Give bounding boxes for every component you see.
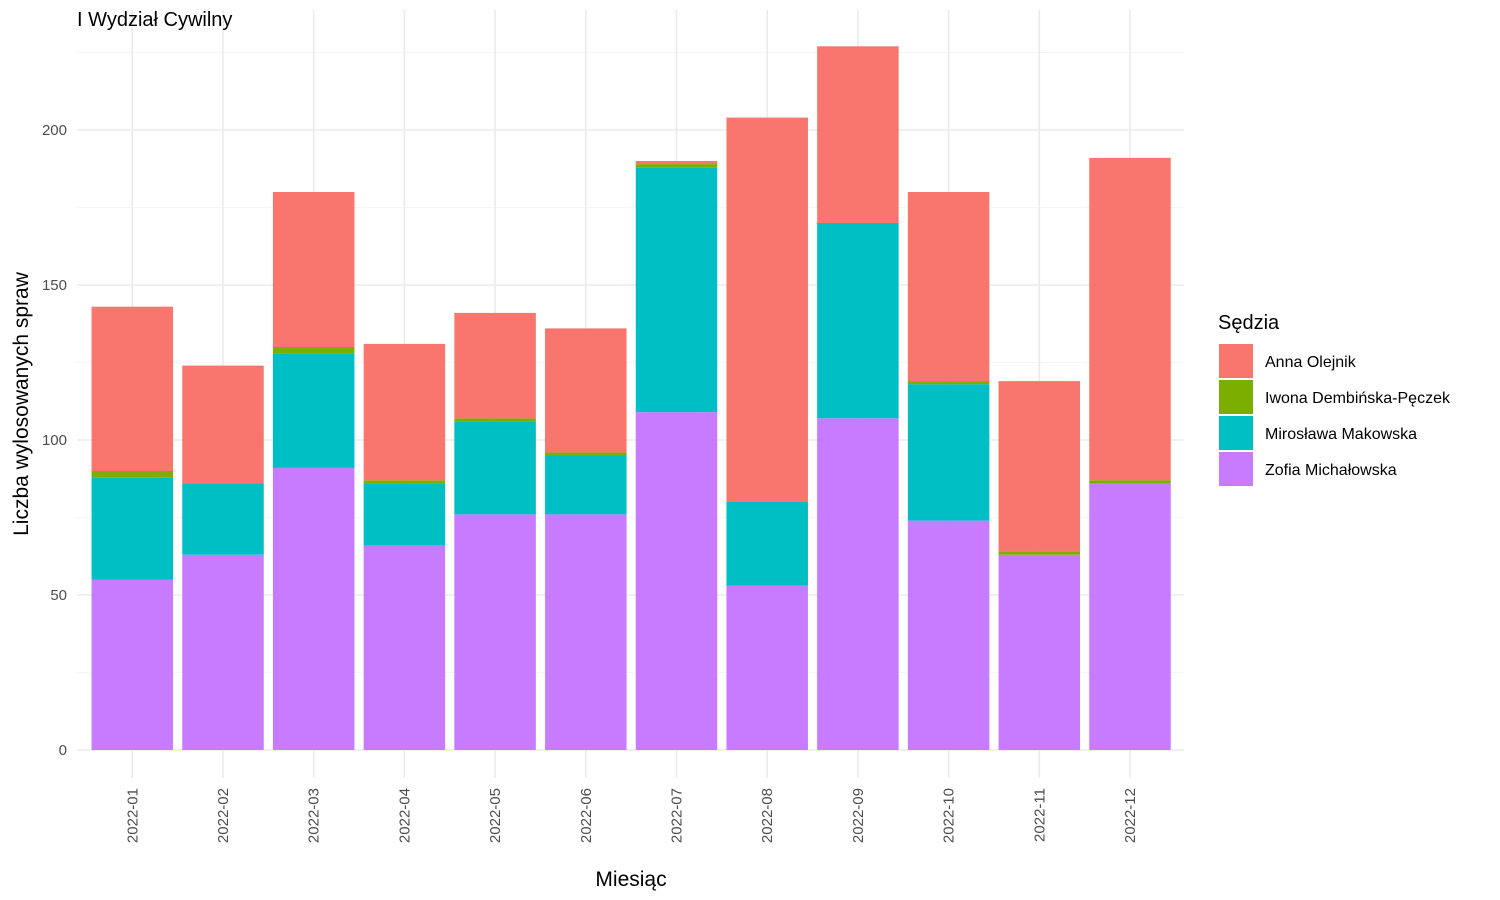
bar-segment — [998, 551, 1081, 555]
bar-segment — [272, 467, 355, 750]
y-tick-label: 150 — [42, 277, 67, 294]
bar-segment — [907, 384, 990, 521]
bar-segment — [454, 312, 536, 419]
y-axis: 0 50 100 150 200 — [42, 122, 67, 759]
legend-key — [1219, 416, 1253, 450]
x-tick-label: 2022-01 — [124, 788, 141, 843]
bar-segment — [1089, 157, 1171, 481]
x-tick-label: 2022-04 — [396, 788, 413, 843]
bar-segment — [363, 480, 446, 484]
bar-segment — [454, 514, 536, 750]
bar-segment — [998, 381, 1081, 552]
legend-label: Zofia Michałowska — [1265, 462, 1397, 479]
bar-segment — [907, 520, 990, 750]
bar-segment — [635, 167, 718, 413]
legend-key — [1219, 344, 1253, 378]
bar-segment — [182, 365, 264, 484]
legend-key — [1219, 452, 1253, 486]
bar-segment — [182, 554, 264, 750]
bar-segment — [545, 514, 627, 750]
bar-segment — [1089, 483, 1171, 750]
legend-title: Sędzia — [1218, 312, 1280, 334]
bar-segment — [272, 347, 355, 354]
bar-segment — [817, 46, 899, 223]
x-tick-label: 2022-08 — [759, 788, 776, 843]
y-tick-label: 200 — [42, 122, 67, 139]
bar-segment — [635, 164, 718, 168]
bar-segment — [726, 585, 808, 750]
bar-segment — [272, 353, 355, 468]
x-tick-label: 2022-12 — [1122, 788, 1139, 843]
bar-segment — [91, 471, 174, 478]
bar-segment — [635, 412, 718, 750]
bar-segment — [635, 161, 718, 165]
x-axis-title: Miesiąc — [595, 868, 666, 891]
y-axis-title: Liczba wylosowanych spraw — [10, 271, 33, 536]
bar-segment — [91, 579, 174, 750]
legend-label: Mirosława Makowska — [1265, 426, 1417, 443]
bar-segment — [545, 455, 627, 515]
x-tick-label: 2022-06 — [578, 788, 595, 843]
bar-segment — [907, 381, 990, 385]
y-tick-label: 100 — [42, 432, 67, 449]
x-tick-label: 2022-10 — [941, 788, 958, 843]
bar-segment — [272, 192, 355, 347]
bar-segment — [454, 421, 536, 515]
bar-segment — [998, 554, 1081, 750]
bar-segment — [726, 117, 808, 502]
legend: Sędzia Anna Olejnik Iwona Dembińska-Pęcze… — [1218, 312, 1451, 486]
bar-segment — [363, 483, 446, 546]
bar-segment — [726, 502, 808, 586]
x-tick-label: 2022-07 — [669, 788, 686, 843]
bar-segment — [545, 452, 627, 456]
bar-segment — [363, 545, 446, 750]
x-tick-label: 2022-05 — [487, 788, 504, 843]
chart-title: I Wydział Cywilny — [77, 9, 232, 31]
bar-segment — [817, 223, 899, 419]
x-tick-label: 2022-09 — [850, 788, 867, 843]
x-axis: 2022-01 2022-02 2022-03 2022-04 2022-05 2022-… — [124, 788, 1139, 843]
bar-segment — [363, 343, 446, 481]
bar-segment — [91, 306, 174, 471]
legend-label: Anna Olejnik — [1265, 354, 1357, 371]
y-tick-label: 50 — [50, 587, 67, 604]
x-tick-label: 2022-02 — [215, 788, 232, 843]
bar-segment — [454, 418, 536, 422]
y-tick-label: 0 — [59, 742, 67, 759]
bar-segment — [817, 418, 899, 750]
bar-segment — [1089, 480, 1171, 484]
legend-label: Iwona Dembińska-Pęczek — [1265, 390, 1451, 407]
legend-key — [1219, 380, 1253, 414]
bars — [91, 46, 1171, 750]
bar-segment — [545, 328, 627, 453]
bar-segment — [907, 192, 990, 382]
bar-segment — [91, 477, 174, 580]
x-tick-label: 2022-03 — [306, 788, 323, 843]
bar-segment — [182, 483, 264, 555]
x-tick-label: 2022-11 — [1031, 788, 1048, 842]
